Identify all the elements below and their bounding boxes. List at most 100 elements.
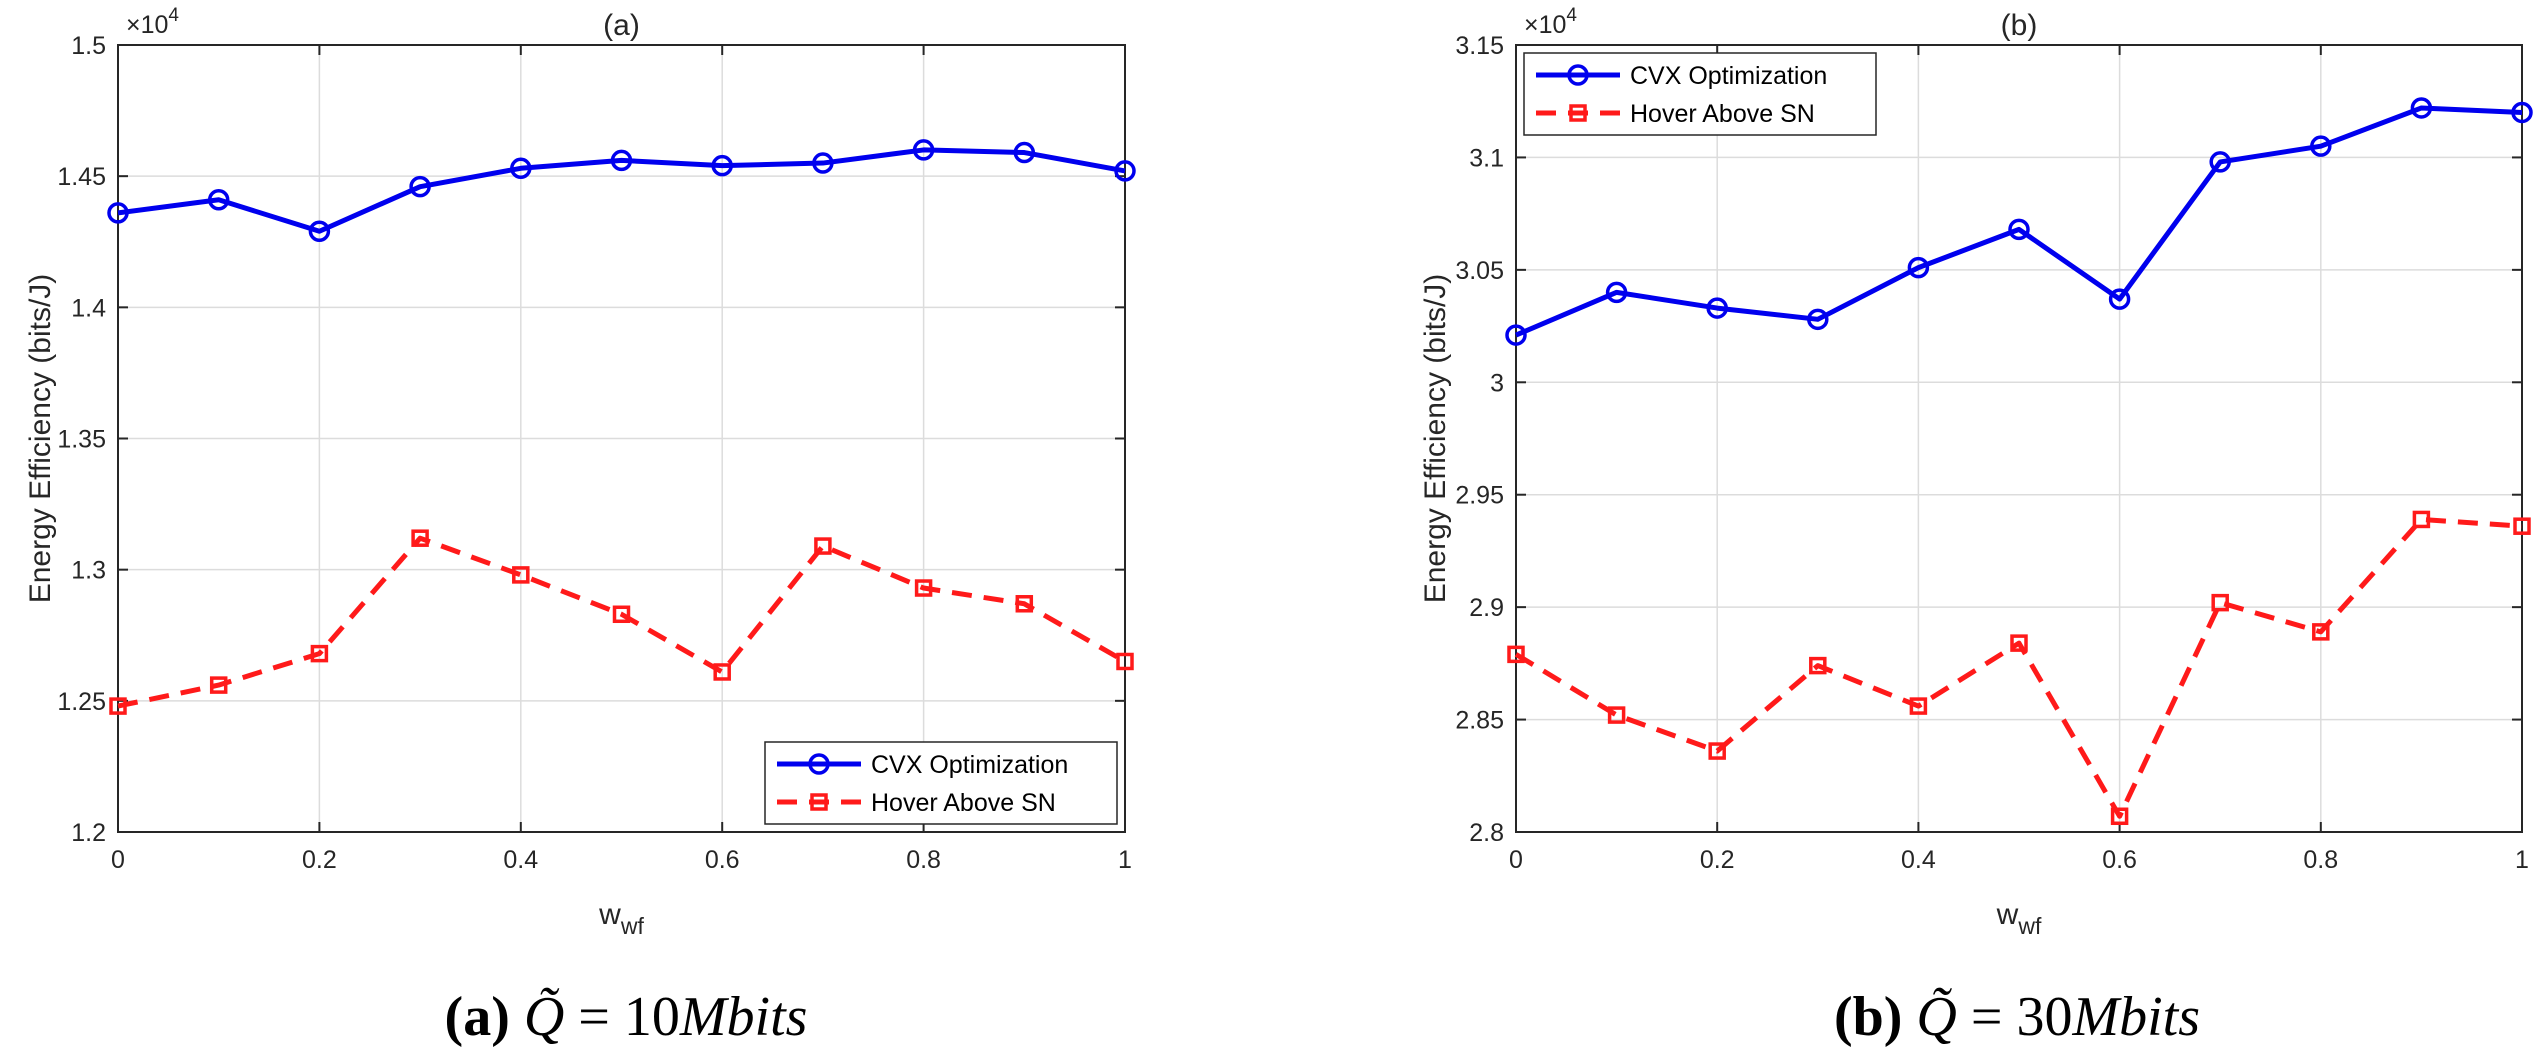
data-point xyxy=(2108,288,2131,310)
x-tick-label: 0 xyxy=(111,846,125,874)
plot-area xyxy=(1516,45,2522,832)
y-axis-title: Energy Efficiency (bits/J) xyxy=(24,274,57,604)
y-exponent-label: ×104 xyxy=(126,5,179,39)
data-point xyxy=(1505,324,1527,346)
data-point xyxy=(912,139,935,161)
data-point xyxy=(310,644,329,663)
x-axis-title: wwf xyxy=(1996,898,2042,939)
series-line xyxy=(1515,105,2523,338)
data-point xyxy=(207,189,230,211)
data-point xyxy=(2511,101,2533,124)
x-tick-label: 0 xyxy=(1509,846,1523,874)
x-tick-label: 0.8 xyxy=(2303,846,2338,874)
legend: CVX Optimization Hover Above SN xyxy=(1523,52,1877,136)
series-cvx-optimization xyxy=(1505,97,2533,346)
panel-title: (b) xyxy=(2001,9,2038,42)
y-tick-label: 1.25 xyxy=(57,688,106,716)
chart-panel-a: 0 0.2 0.4 0.6 0.8 1 1.2 1.25 1.3 1.35 1.4 1.45 1.5 ×1… xyxy=(24,5,1136,1048)
x-tick-label: 0.4 xyxy=(503,846,538,874)
y-tick-label: 1.5 xyxy=(71,32,106,60)
x-tick-label: 1 xyxy=(1118,846,1132,874)
y-axis-title: Energy Efficiency (bits/J) xyxy=(1419,274,1452,604)
data-point xyxy=(109,697,127,715)
data-point xyxy=(1015,595,1034,613)
data-point xyxy=(1907,256,1930,279)
legend-label: Hover Above SN xyxy=(1630,100,1815,128)
data-point xyxy=(1708,742,1726,760)
data-point xyxy=(1114,160,1136,182)
x-tick-label: 0.6 xyxy=(2102,846,2137,874)
y-tick-label: 2.95 xyxy=(1455,482,1504,510)
y-tick-label: 2.9 xyxy=(1469,594,1504,622)
x-tick-label: 0.8 xyxy=(906,846,941,874)
data-point xyxy=(1706,297,1728,319)
data-point xyxy=(308,220,331,243)
data-point xyxy=(2412,510,2431,529)
data-point xyxy=(2513,517,2531,535)
series-hover-above-sn xyxy=(109,529,1134,715)
series-cvx-optimization xyxy=(107,139,1136,243)
data-point xyxy=(914,579,933,597)
data-point xyxy=(209,676,228,694)
data-point xyxy=(512,566,530,584)
x-tick-label: 0.2 xyxy=(1700,846,1735,874)
series-line xyxy=(117,147,1126,234)
legend-label: CVX Optimization xyxy=(1630,62,1827,90)
y-tick-label: 1.3 xyxy=(71,557,106,585)
figure-caption: (b) Q̃ = 30Mbits xyxy=(1834,986,2200,1048)
y-tick-label: 2.8 xyxy=(1469,819,1504,847)
data-point xyxy=(610,149,633,172)
legend-marker xyxy=(810,793,828,811)
panel-title: (a) xyxy=(603,9,640,42)
legend: CVX Optimization Hover Above SN xyxy=(764,741,1118,825)
data-point xyxy=(1809,656,1827,675)
data-point xyxy=(711,154,733,177)
data-point xyxy=(1013,141,1036,164)
data-point xyxy=(1909,697,1928,715)
figure-caption: (a) Q̃ = 10Mbits xyxy=(445,986,808,1048)
y-tick-label: 3.05 xyxy=(1455,257,1504,285)
data-point xyxy=(2312,623,2330,641)
data-point xyxy=(612,605,631,624)
x-tick-label: 0.4 xyxy=(1901,846,1936,874)
data-point xyxy=(107,202,129,224)
data-point xyxy=(411,529,429,547)
data-point xyxy=(814,537,832,555)
legend-label: CVX Optimization xyxy=(871,751,1068,779)
chart-panel-b: 0 0.2 0.4 0.6 0.8 1 2.8 2.85 2.9 2.95 3 3.05 3.1 3.15… xyxy=(1419,5,2533,1048)
series-line xyxy=(1514,516,2523,819)
data-point xyxy=(510,157,532,180)
data-point xyxy=(1605,281,1628,304)
series-line xyxy=(117,535,1127,709)
data-point xyxy=(1507,645,1525,664)
data-point xyxy=(2410,97,2433,119)
data-point xyxy=(713,663,731,681)
legend-marker xyxy=(1567,64,1589,86)
y-tick-label: 1.4 xyxy=(71,294,106,322)
y-tick-label: 1.45 xyxy=(57,163,106,191)
series-hover-above-sn xyxy=(1507,510,2531,826)
data-point xyxy=(1807,308,1829,331)
data-point xyxy=(2310,135,2332,157)
data-point xyxy=(409,175,431,198)
y-tick-label: 1.2 xyxy=(71,819,106,847)
data-point xyxy=(2209,151,2231,173)
y-tick-label: 2.85 xyxy=(1455,707,1504,735)
x-axis-title: wwf xyxy=(598,898,644,939)
y-tick-label: 3.1 xyxy=(1469,144,1504,172)
data-point xyxy=(812,152,834,174)
y-tick-label: 1.35 xyxy=(57,426,106,454)
data-point xyxy=(2010,634,2028,652)
x-tick-label: 0.2 xyxy=(302,846,337,874)
legend-marker xyxy=(808,753,830,775)
y-tick-label: 3.15 xyxy=(1455,32,1504,60)
data-point xyxy=(2008,218,2030,241)
legend-label: Hover Above SN xyxy=(871,789,1056,817)
axes-box xyxy=(1515,44,2523,833)
data-point xyxy=(2211,593,2229,612)
x-tick-label: 1 xyxy=(2515,846,2529,874)
y-tick-label: 3 xyxy=(1490,369,1504,397)
x-tick-label: 0.6 xyxy=(705,846,740,874)
y-exponent-label: ×104 xyxy=(1524,5,1577,39)
